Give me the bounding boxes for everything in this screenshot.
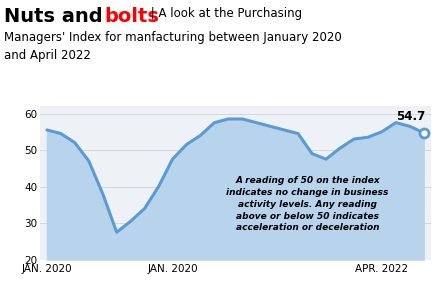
Text: | A look at the Purchasing: | A look at the Purchasing (147, 7, 301, 20)
Text: and April 2022: and April 2022 (4, 49, 91, 62)
Text: Nuts and: Nuts and (4, 7, 110, 26)
Text: 54.7: 54.7 (396, 110, 425, 123)
Text: bolts: bolts (104, 7, 159, 26)
Text: Managers' Index for manfacturing between January 2020: Managers' Index for manfacturing between… (4, 31, 342, 44)
Text: A reading of 50 on the index
indicates no change in business
activity levels. An: A reading of 50 on the index indicates n… (226, 176, 389, 232)
